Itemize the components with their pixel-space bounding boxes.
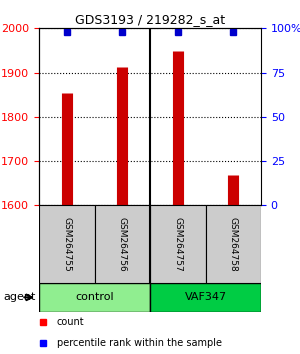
Text: GSM264757: GSM264757	[173, 217, 182, 272]
FancyBboxPatch shape	[150, 283, 261, 312]
Text: control: control	[75, 292, 114, 302]
Text: agent: agent	[3, 292, 35, 302]
Text: GSM264755: GSM264755	[62, 217, 71, 272]
Text: count: count	[57, 317, 84, 327]
FancyBboxPatch shape	[39, 283, 150, 312]
Text: GSM264758: GSM264758	[229, 217, 238, 272]
FancyBboxPatch shape	[94, 205, 150, 283]
Text: percentile rank within the sample: percentile rank within the sample	[57, 338, 222, 348]
FancyBboxPatch shape	[39, 205, 94, 283]
Text: GSM264756: GSM264756	[118, 217, 127, 272]
Text: VAF347: VAF347	[184, 292, 226, 302]
FancyBboxPatch shape	[206, 205, 261, 283]
FancyBboxPatch shape	[150, 205, 206, 283]
Title: GDS3193 / 219282_s_at: GDS3193 / 219282_s_at	[75, 13, 225, 26]
